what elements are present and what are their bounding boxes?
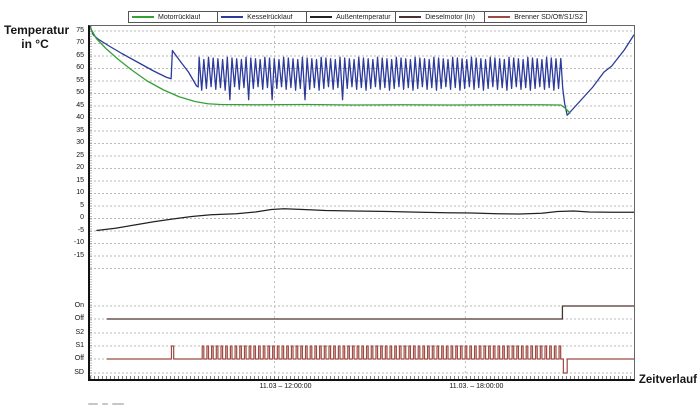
series-kesselruecklauf (90, 26, 634, 116)
legend-label: Brenner SD/Off/S1/S2 (514, 13, 583, 21)
y-tick-temp: 60 (76, 64, 84, 71)
y-tick-temp: 75 (76, 26, 84, 34)
series-aussentemperatur (96, 208, 634, 232)
y-tick-temp: 70 (76, 39, 84, 46)
y-tick-digital: SD (74, 368, 84, 376)
y-tick-digital: Off (74, 314, 84, 322)
cropped-caption-fragment (88, 403, 134, 408)
plot-area (88, 25, 635, 381)
y-tick-digital: Off (74, 354, 84, 362)
legend-line-swatch (132, 16, 154, 18)
y-tick-digital: S1 (75, 341, 84, 349)
legend-item-2: Kesselrücklauf (218, 11, 308, 23)
y-tick-temp: 50 (76, 89, 84, 96)
legend-line-swatch (399, 16, 422, 18)
y-tick-temp: 40 (76, 114, 84, 121)
x-tick-label: 11.03 – 12:00:00 (259, 383, 312, 390)
y-tick-temp: -15 (73, 251, 84, 259)
legend-label: Kesselrücklauf (247, 13, 293, 21)
y-tick-digital: S2 (75, 328, 84, 336)
legend-item-4: Dieselmotor (In) (396, 11, 486, 23)
y-tick-temp: 25 (76, 151, 84, 159)
x-axis-minor-ticks (90, 376, 634, 379)
legend-label: Dieselmotor (In) (425, 13, 475, 21)
y-tick-temp: -5 (77, 226, 84, 234)
legend-item-5: Brenner SD/Off/S1/S2 (485, 11, 587, 23)
series-brenner (106, 345, 634, 374)
x-axis-title: Zeitverlauf (638, 374, 697, 386)
y-tick-temp: -10 (73, 239, 84, 246)
y-tick-temp: 15 (76, 176, 84, 184)
y-tick-temp: 45 (76, 101, 84, 109)
legend: Motorrücklauf Kesselrücklauf Außentemperat… (128, 11, 587, 23)
y-axis-title: Temperatur in °C (4, 23, 70, 51)
legend-line-swatch (310, 16, 333, 18)
legend-line-swatch (221, 16, 244, 18)
y-tick-digital: On (74, 301, 84, 309)
y-axis-minor-ticks (90, 26, 92, 379)
y-tick-temp: 10 (76, 189, 84, 196)
y-tick-temp: 65 (76, 51, 84, 59)
legend-label: Motorrücklauf (158, 13, 201, 21)
legend-item-3: Außentemperatur (307, 11, 397, 23)
plot-canvas (90, 26, 634, 379)
y-axis-title-line1: Temperatur (4, 23, 70, 37)
y-tick-temp: 30 (76, 139, 84, 146)
series-dieselmotor (106, 305, 634, 320)
y-tick-temp: 0 (80, 214, 84, 221)
legend-item-1: Motorrücklauf (128, 11, 219, 23)
legend-line-swatch (488, 16, 511, 18)
y-tick-temp: 55 (76, 76, 84, 84)
y-tick-temp: 35 (76, 126, 84, 134)
y-tick-temp: 5 (80, 201, 84, 209)
legend-label: Außentemperatur (336, 13, 391, 21)
x-tick-label: 11.03. – 18:00:00 (449, 383, 504, 390)
y-axis-title-line2: in °C (21, 37, 49, 51)
series-motorruecklauf (90, 26, 571, 114)
y-tick-temp: 20 (76, 164, 84, 171)
